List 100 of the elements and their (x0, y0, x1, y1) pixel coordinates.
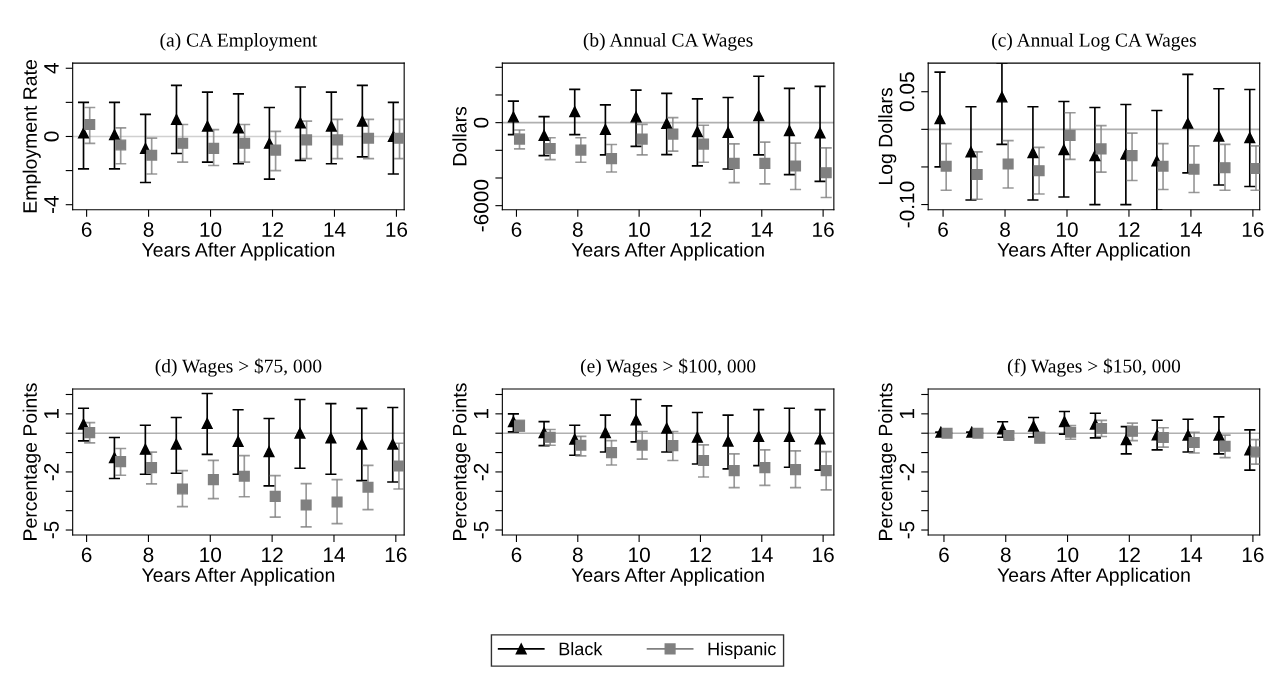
point (1027, 420, 1040, 432)
y-axis-title: Employment Rate (22, 60, 41, 213)
point (208, 142, 220, 154)
point (325, 120, 337, 132)
point (331, 496, 343, 508)
point (176, 483, 189, 495)
chart-title: (c) Annual Log CA Wages (992, 32, 1196, 51)
point (599, 427, 611, 439)
y-tick-label: 1 (473, 409, 489, 419)
point (1213, 130, 1225, 142)
x-tick-label: 16 (1242, 547, 1264, 563)
y-tick-label: -4 (44, 196, 59, 214)
x-tick-label: 8 (572, 222, 583, 237)
x-tick-label: 8 (143, 547, 154, 563)
point (1089, 150, 1101, 162)
x-tick-label: 6 (939, 547, 949, 563)
point (605, 153, 618, 165)
y-tick-label: 0 (44, 131, 59, 142)
point (575, 439, 587, 451)
x-tick-label: 14 (751, 222, 773, 237)
point (115, 456, 127, 468)
point (1250, 162, 1260, 175)
y-tick-label: 1 (899, 409, 915, 419)
point (232, 122, 244, 134)
point (170, 113, 183, 125)
point (1219, 162, 1231, 174)
x-tick-label: 16 (1242, 222, 1264, 237)
chart-title: (b) Annual CA Wages (583, 32, 753, 51)
x-axis-title: Years After Application (997, 567, 1190, 586)
x-tick-label: 16 (385, 547, 407, 563)
point (789, 464, 802, 476)
point (115, 139, 127, 151)
point (207, 474, 219, 486)
point (544, 431, 556, 443)
x-tick-label: 8 (1000, 547, 1011, 563)
chart-title: (a) CA Employment (160, 32, 318, 51)
point (820, 465, 832, 477)
x-tick-label: 8 (572, 547, 583, 563)
point (789, 160, 802, 172)
y-tick-label: 0 (473, 117, 489, 128)
x-tick-label: 16 (386, 222, 408, 237)
point (934, 113, 946, 125)
point (77, 127, 90, 139)
point (814, 127, 826, 139)
point (538, 129, 550, 141)
point (145, 462, 158, 474)
point (697, 454, 710, 467)
y-tick-label: -6000 (473, 179, 489, 232)
x-axis-title: Years After Application (141, 567, 335, 586)
x-tick-label: 14 (1181, 547, 1203, 562)
point (146, 149, 158, 161)
x-tick-label: 10 (200, 222, 222, 237)
point (263, 446, 275, 458)
point (1126, 425, 1138, 437)
point (239, 137, 251, 149)
x-tick-label: 12 (1119, 547, 1140, 562)
point (972, 427, 984, 439)
point (294, 427, 306, 439)
y-tick-label: 4 (44, 63, 59, 74)
point (667, 128, 679, 140)
point (270, 144, 282, 156)
point (362, 132, 375, 144)
point (759, 462, 771, 474)
point (728, 465, 740, 477)
point (661, 422, 673, 434)
chart-title: (d) Wages > $75, 000 (155, 358, 322, 377)
x-tick-label: 12 (690, 222, 711, 237)
point (393, 132, 405, 144)
y-tick-label: -5 (44, 521, 59, 539)
point (84, 427, 96, 439)
point (1095, 143, 1107, 155)
point (820, 167, 832, 179)
x-tick-label: 6 (511, 547, 522, 563)
chart-title: (e) Wages > $100, 000 (580, 358, 756, 377)
point (1058, 416, 1071, 428)
point (170, 438, 182, 450)
point (84, 118, 96, 131)
point (1250, 446, 1260, 458)
x-tick-label: 6 (938, 222, 948, 237)
point (1027, 147, 1039, 159)
point (1219, 440, 1231, 452)
point (971, 168, 983, 181)
y-tick-label: -2 (44, 463, 59, 481)
legend-label: Hispanic (708, 642, 776, 659)
point (941, 427, 953, 439)
x-tick-label: 10 (200, 547, 222, 563)
y-axis-title: Log Dollars (878, 88, 897, 185)
point (636, 439, 648, 451)
point (1157, 431, 1169, 444)
point (201, 120, 213, 132)
point (1188, 163, 1200, 175)
x-tick-label: 8 (1000, 222, 1010, 237)
point (759, 157, 771, 169)
x-tick-label: 6 (81, 222, 92, 237)
point (605, 447, 618, 459)
y-tick-label: -5 (473, 521, 489, 539)
point (362, 481, 374, 493)
point (1033, 165, 1045, 177)
point (294, 117, 306, 129)
point (513, 133, 526, 145)
